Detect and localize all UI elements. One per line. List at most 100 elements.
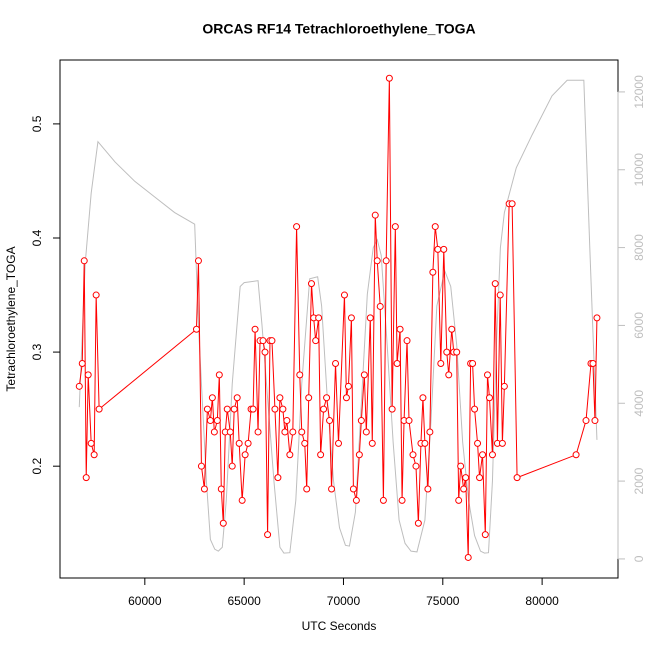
x-tick-label: 75000 — [426, 594, 460, 608]
data-point — [460, 485, 468, 493]
data-point — [194, 257, 202, 265]
y2-tick-label: 2000 — [632, 467, 646, 494]
data-point — [296, 371, 304, 379]
data-point — [264, 531, 272, 539]
data-point — [385, 74, 393, 82]
data-point — [90, 451, 98, 459]
data-point — [409, 451, 417, 459]
y-tick-label: 0.5 — [30, 115, 44, 132]
data-point — [488, 451, 496, 459]
data-point — [457, 462, 465, 470]
data-point — [376, 302, 384, 310]
data-point — [279, 405, 287, 413]
data-point — [396, 325, 404, 333]
y2-tick-label: 4000 — [632, 390, 646, 417]
data-point — [276, 394, 284, 402]
data-point — [419, 394, 427, 402]
data-point — [431, 223, 439, 231]
data-point — [485, 394, 493, 402]
data-point — [440, 245, 448, 253]
data-point — [200, 485, 208, 493]
data-point — [414, 519, 422, 527]
data-point — [481, 531, 489, 539]
data-point — [286, 451, 294, 459]
data-point — [249, 405, 257, 413]
data-point — [474, 439, 482, 447]
data-point — [283, 417, 291, 425]
y-tick-label: 0.3 — [30, 343, 44, 360]
data-point — [305, 394, 313, 402]
data-point — [344, 382, 352, 390]
data-point — [206, 417, 214, 425]
data-point — [92, 291, 100, 299]
data-point — [342, 394, 350, 402]
data-point — [230, 405, 238, 413]
data-point — [483, 371, 491, 379]
data-point — [323, 394, 331, 402]
data-point — [226, 428, 234, 436]
data-point — [261, 348, 269, 356]
data-point — [80, 257, 88, 265]
data-point — [84, 371, 92, 379]
data-point — [391, 223, 399, 231]
data-point — [366, 314, 374, 322]
data-point — [405, 417, 413, 425]
data-point — [393, 359, 401, 367]
data-point — [215, 371, 223, 379]
data-point — [355, 451, 363, 459]
data-point — [508, 200, 516, 208]
data-point — [368, 439, 376, 447]
data-point — [448, 325, 456, 333]
data-point — [228, 462, 236, 470]
data-point — [281, 428, 289, 436]
data-point — [443, 348, 451, 356]
data-point — [271, 405, 279, 413]
y2-tick-label: 6000 — [632, 312, 646, 339]
data-point — [513, 474, 521, 482]
data-point — [259, 337, 267, 345]
data-point — [347, 314, 355, 322]
data-point — [589, 359, 597, 367]
data-point — [268, 337, 276, 345]
data-point — [471, 405, 479, 413]
data-point — [462, 474, 470, 482]
data-point — [203, 405, 211, 413]
data-point — [210, 428, 218, 436]
data-point — [238, 496, 246, 504]
data-point — [303, 485, 311, 493]
y-tick-label: 0.4 — [30, 229, 44, 246]
data-point — [591, 417, 599, 425]
data-point — [219, 519, 227, 527]
data-point — [455, 496, 463, 504]
data-point — [360, 371, 368, 379]
data-point — [476, 474, 484, 482]
data-point — [213, 417, 221, 425]
data-point — [301, 439, 309, 447]
data-point — [289, 428, 297, 436]
data-point — [593, 314, 601, 322]
data-point — [235, 439, 243, 447]
x-axis-label: UTC Seconds — [302, 619, 377, 633]
data-point — [434, 245, 442, 253]
data-point — [82, 474, 90, 482]
data-point — [412, 462, 420, 470]
data-point — [244, 439, 252, 447]
data-point — [371, 211, 379, 219]
data-point — [373, 257, 381, 265]
data-point — [403, 337, 411, 345]
data-point — [315, 314, 323, 322]
data-point — [379, 496, 387, 504]
y2-tick-label: 10000 — [632, 153, 646, 187]
x-tick-label: 70000 — [327, 594, 361, 608]
data-point — [233, 394, 241, 402]
data-point — [496, 291, 504, 299]
data-point — [192, 325, 200, 333]
data-point — [453, 348, 461, 356]
y-axis-label: Tetrachloroethylene_TOGA — [4, 246, 18, 391]
data-point — [307, 280, 315, 288]
y-tick-label: 0.2 — [30, 458, 44, 475]
data-point — [298, 428, 306, 436]
chart-title: ORCAS RF14 Tetrachloroethylene_TOGA — [202, 21, 475, 37]
data-point — [582, 417, 590, 425]
